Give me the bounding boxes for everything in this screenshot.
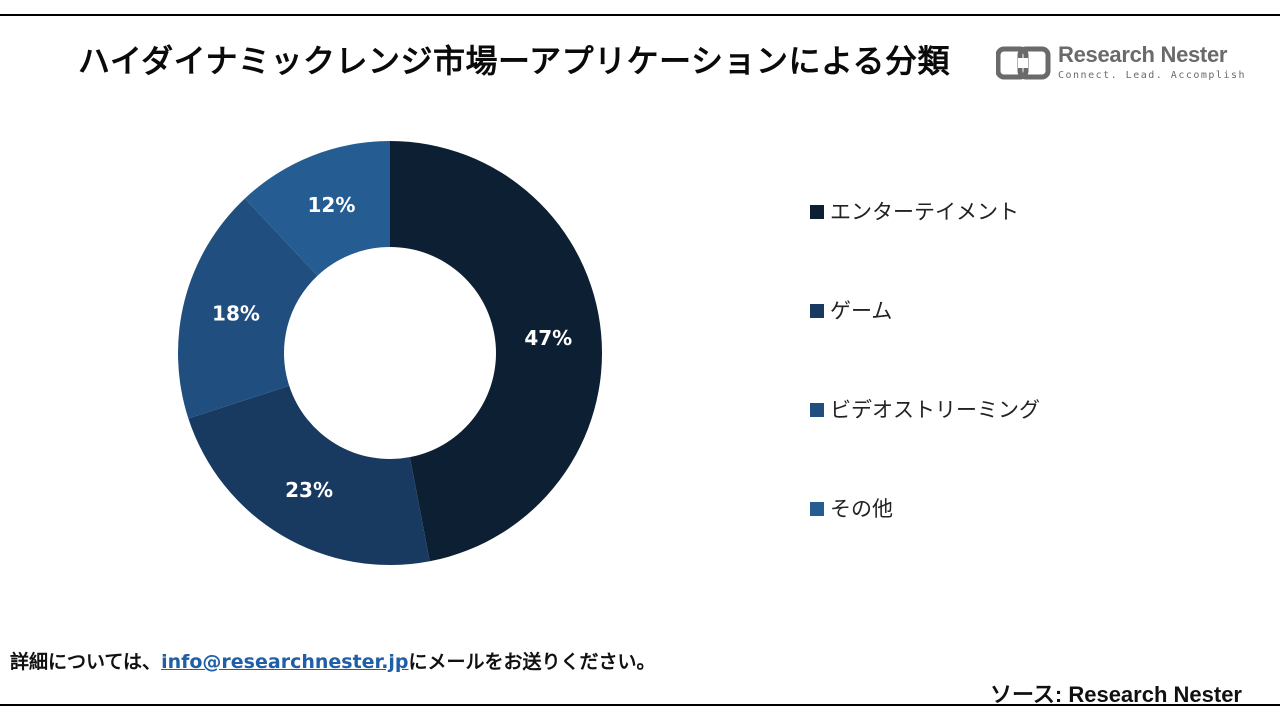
legend-swatch	[810, 502, 824, 516]
contact-note: 詳細については、info@researchnester.jpにメールをお送りくだ…	[10, 647, 656, 674]
slice-value-label: 12%	[308, 193, 356, 217]
legend-swatch	[810, 205, 824, 219]
bottom-rule	[0, 704, 1280, 706]
research-nester-logo-icon	[996, 46, 1051, 80]
legend-label: ゲーム	[830, 299, 893, 323]
legend-label: ビデオストリーミング	[830, 398, 1040, 422]
donut-slice	[188, 385, 430, 565]
contact-email-link[interactable]: info@researchnester.jp	[161, 651, 409, 673]
page-title: ハイダイナミックレンジ市場ーアプリケーションによる分類	[78, 42, 951, 80]
legend-label: その他	[830, 497, 893, 521]
logo-name: Research Nester	[1058, 42, 1228, 67]
donut-slice	[390, 141, 603, 562]
contact-suffix: にメールをお送りください。	[408, 651, 656, 673]
slice-value-label: 23%	[285, 478, 333, 502]
legend-swatch	[810, 304, 824, 318]
donut-slice-labels: 47% 23% 18% 12%	[212, 193, 572, 502]
company-logo[interactable]: Research Nester Connect. Lead. Accomplis…	[996, 42, 1245, 88]
donut-slices	[178, 141, 603, 565]
top-rule	[0, 14, 1280, 16]
donut-chart: 47% 23% 18% 12%	[178, 141, 603, 565]
contact-prefix: 詳細については、	[10, 651, 162, 673]
source-credit: ソース: Research Nester	[990, 682, 1242, 707]
logo-tagline: Connect. Lead. Accomplish	[1058, 70, 1247, 81]
slice-value-label: 47%	[524, 326, 572, 350]
slice-value-label: 18%	[212, 301, 260, 325]
donut-slice	[178, 198, 318, 419]
donut-slice	[244, 141, 390, 276]
legend-swatch	[810, 403, 824, 417]
legend-label: エンターテイメント	[830, 200, 1019, 224]
